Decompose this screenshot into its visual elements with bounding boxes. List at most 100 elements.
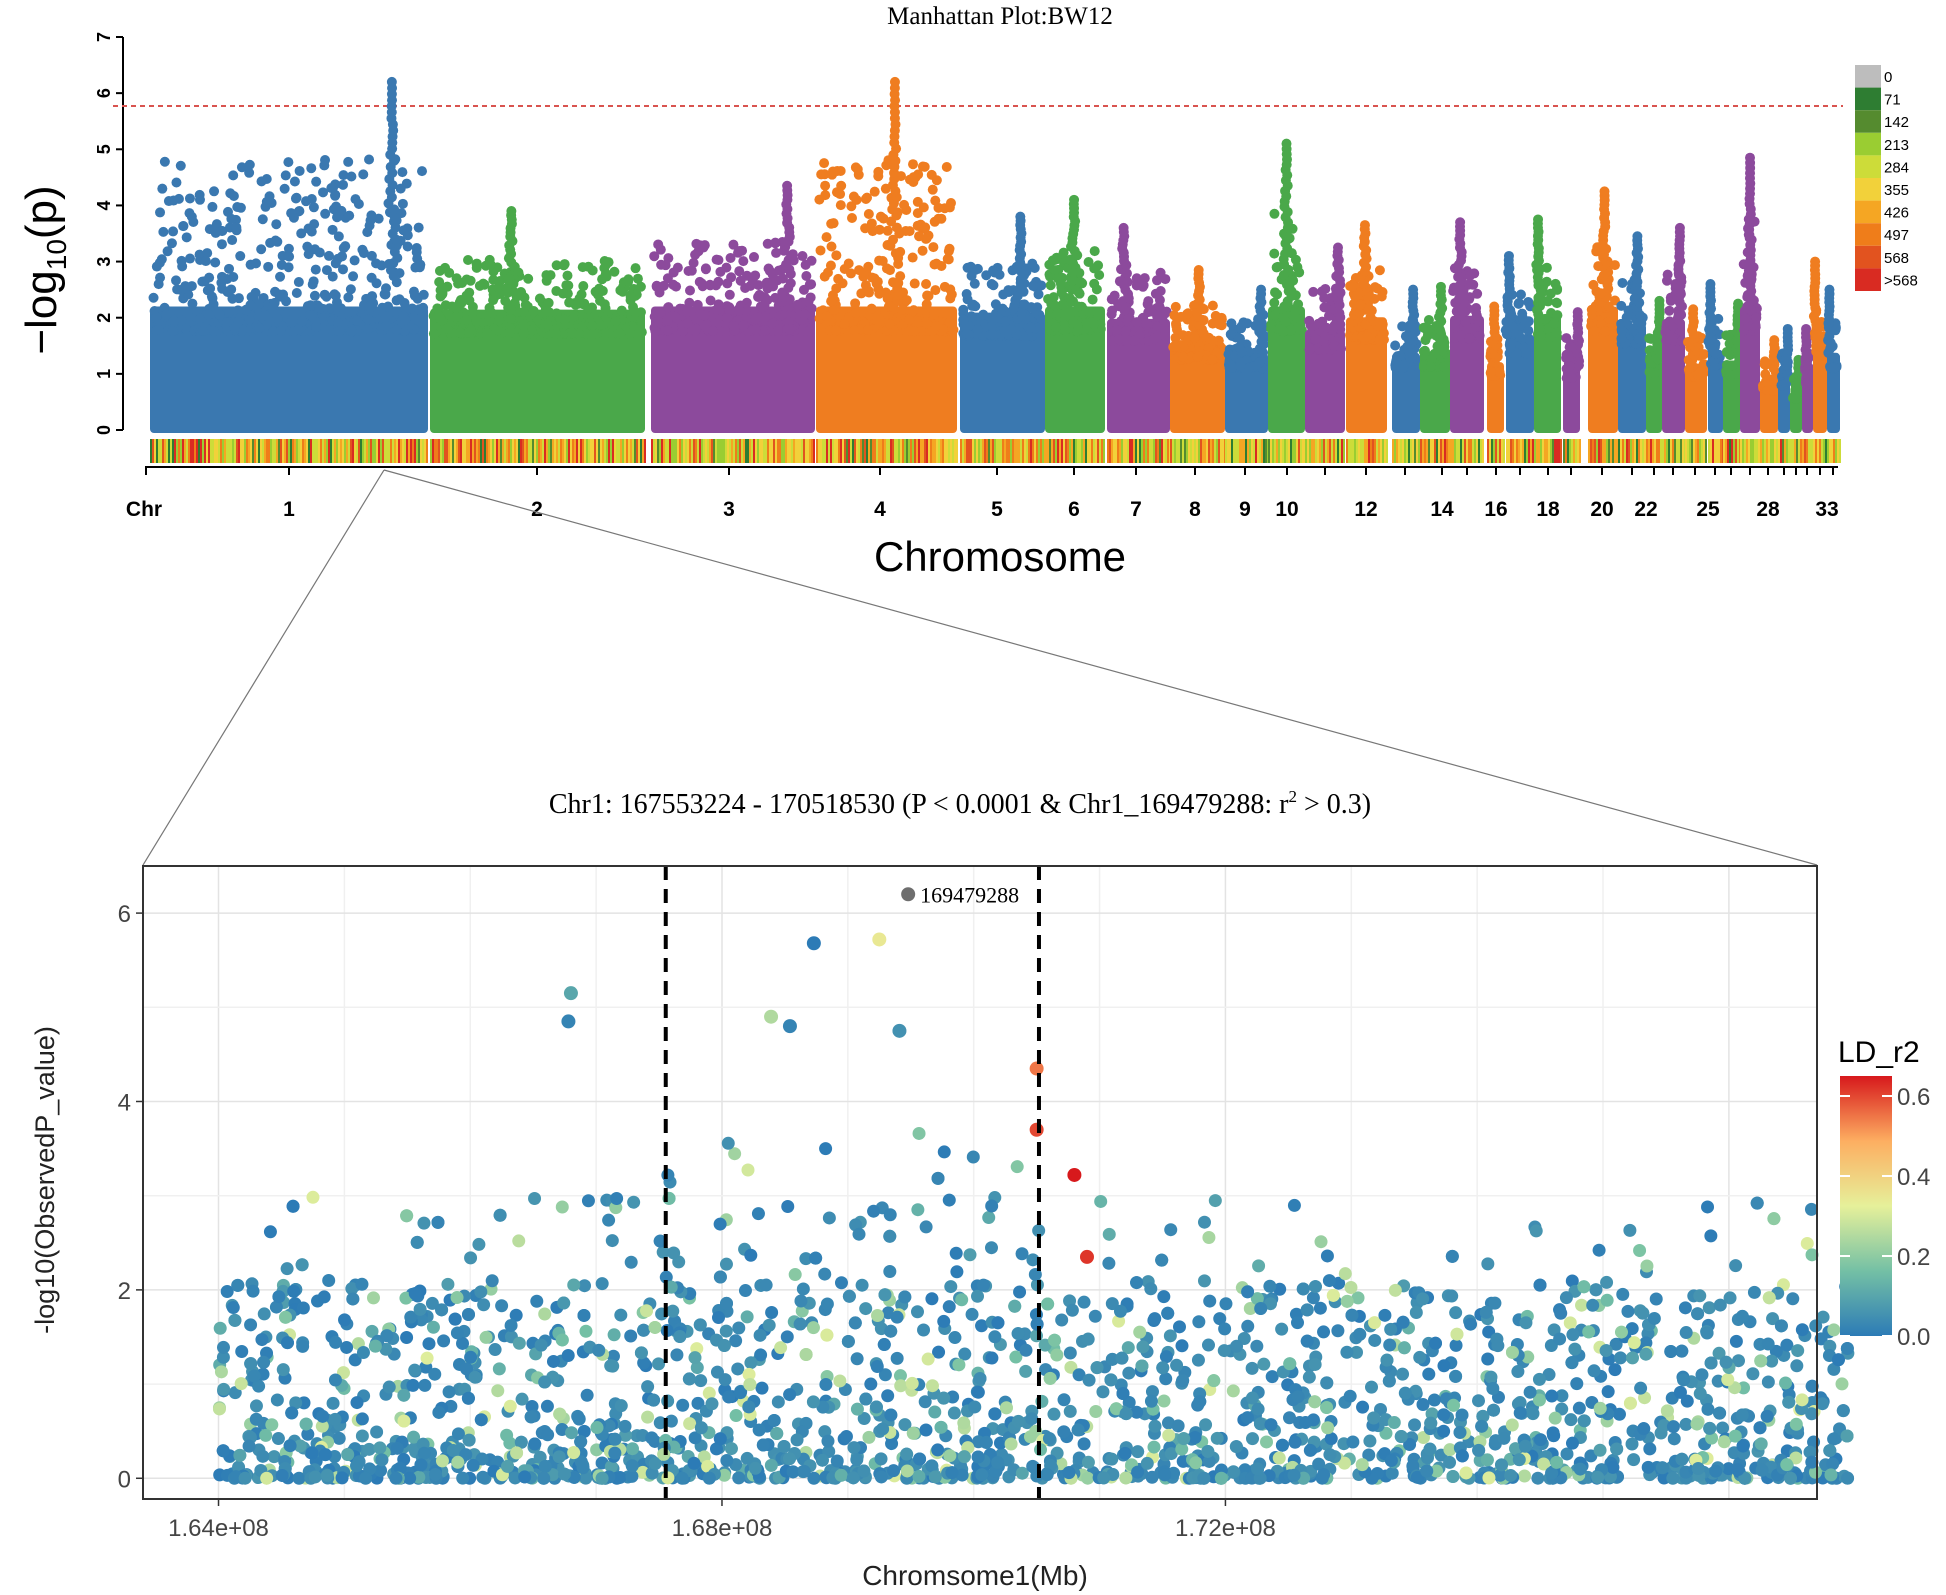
density-bin	[1802, 439, 1804, 463]
density-bin	[474, 439, 476, 463]
manhattan-snp-point	[669, 311, 680, 322]
density-bin	[1109, 439, 1111, 463]
density-bin	[1087, 439, 1089, 463]
manhattan-snp-point	[179, 283, 190, 294]
density-bin	[914, 439, 916, 463]
density-bin	[976, 439, 978, 463]
density-bin	[1327, 439, 1329, 463]
density-bin	[1786, 439, 1788, 463]
density-bin	[1153, 439, 1155, 463]
density-bin	[1606, 439, 1608, 463]
density-bin	[1259, 439, 1261, 463]
manhattan-snp-point	[1091, 306, 1102, 317]
density-bin	[160, 439, 162, 463]
density-bin	[222, 439, 224, 463]
manhattan-snp-point	[1210, 310, 1221, 321]
manhattan-snp-point	[917, 161, 928, 172]
manhattan-snp-point	[1083, 257, 1094, 268]
manhattan-snp-point	[1399, 359, 1410, 370]
density-bin	[1723, 439, 1725, 463]
density-bin	[922, 439, 924, 463]
density-bin	[1137, 439, 1139, 463]
manhattan-snp-point	[168, 315, 179, 326]
density-bin	[807, 439, 809, 463]
density-bin	[1231, 439, 1233, 463]
density-bin	[358, 439, 360, 463]
density-bin	[1410, 439, 1412, 463]
density-bin	[1346, 439, 1348, 463]
density-bin	[687, 439, 689, 463]
density-legend-label: 497	[1884, 227, 1909, 244]
density-bin	[1296, 439, 1298, 463]
density-bin	[1057, 439, 1059, 463]
density-bin	[172, 439, 174, 463]
manhattan-snp-point	[819, 158, 830, 169]
density-legend-swatch	[1855, 245, 1881, 269]
density-bin	[1348, 439, 1350, 463]
manhattan-snp-point	[329, 289, 340, 300]
density-bin	[396, 439, 398, 463]
manhattan-snp-point	[417, 166, 428, 177]
density-bin	[982, 439, 984, 463]
manhattan-dense-band	[1618, 323, 1646, 433]
manhattan-snp-point	[1826, 363, 1837, 374]
manhattan-snp-point	[305, 300, 316, 311]
manhattan-snp-point	[738, 320, 749, 331]
density-bin	[286, 439, 288, 463]
manhattan-snp-point	[366, 250, 377, 261]
manhattan-snp-point	[1212, 347, 1223, 358]
density-bin	[402, 439, 404, 463]
density-bin	[470, 439, 472, 463]
density-bin	[588, 439, 590, 463]
manhattan-snp-point	[1348, 281, 1359, 292]
density-legend-swatch	[1855, 223, 1881, 246]
manhattan-snp-point	[821, 311, 832, 322]
density-bin	[1170, 439, 1172, 463]
density-bin	[488, 439, 490, 463]
manhattan-snp-point	[850, 298, 861, 309]
manhattan-snp-point	[358, 169, 369, 180]
density-bin	[1804, 439, 1806, 463]
density-bin	[1325, 439, 1327, 463]
density-bin	[204, 439, 206, 463]
density-bin	[1036, 439, 1038, 463]
density-legend-swatch	[1855, 110, 1881, 133]
density-bin	[954, 439, 956, 463]
density-bin	[442, 439, 444, 463]
manhattan-snp-point	[797, 251, 808, 262]
density-bin	[1689, 439, 1691, 463]
manhattan-snp-point	[284, 251, 295, 262]
density-bin	[634, 439, 636, 463]
chromosome-label: 10	[1275, 498, 1298, 521]
density-bin	[1442, 439, 1444, 463]
manhattan-snp-point	[724, 305, 735, 316]
density-bin	[1705, 439, 1707, 463]
manhattan-snp-point	[275, 325, 286, 336]
manhattan-snp-point	[864, 287, 875, 298]
manhattan-snp-point	[969, 278, 980, 289]
density-bin	[1827, 439, 1829, 463]
density-bin	[1480, 439, 1482, 463]
manhattan-snp-point	[159, 156, 170, 167]
manhattan-snp-point	[926, 326, 937, 337]
density-bin	[480, 439, 482, 463]
manhattan-snp-point	[1494, 367, 1505, 378]
density-bin	[332, 439, 334, 463]
density-bin	[1212, 439, 1214, 463]
manhattan-snp-point	[962, 328, 973, 339]
density-bin	[226, 439, 228, 463]
manhattan-peak-point	[1064, 292, 1075, 303]
manhattan-snp-point	[1513, 298, 1524, 309]
manhattan-snp-point	[271, 219, 282, 230]
density-bin	[1079, 439, 1081, 463]
manhattan-snp-point	[482, 327, 493, 338]
density-bin	[1780, 439, 1782, 463]
manhattan-chr-10-points	[1266, 138, 1307, 433]
manhattan-snp-point	[464, 327, 475, 338]
manhattan-peak-point	[1332, 242, 1343, 253]
manhattan-snp-point	[722, 313, 733, 324]
manhattan-snp-point	[217, 226, 228, 237]
density-bin	[492, 439, 494, 463]
manhattan-snp-point	[698, 242, 709, 253]
density-bin	[1729, 439, 1731, 463]
